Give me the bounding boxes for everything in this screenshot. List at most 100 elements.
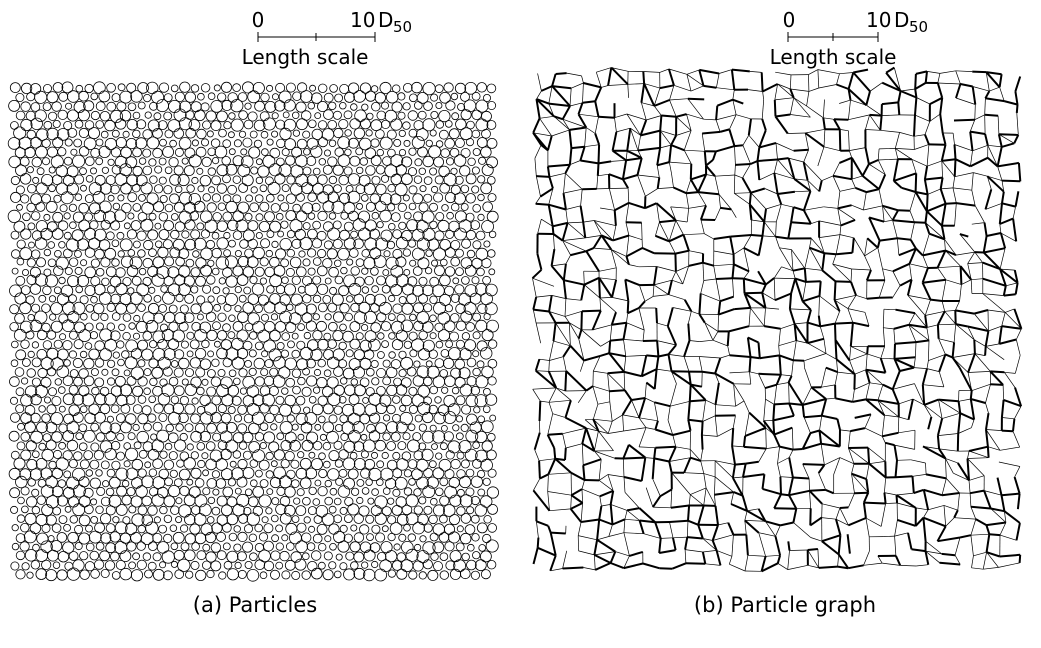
- particle: [21, 195, 29, 203]
- particle: [376, 533, 385, 542]
- graph-edge: [734, 175, 735, 193]
- particle: [398, 203, 406, 211]
- graph-edge: [970, 132, 985, 134]
- graph-edge: [793, 478, 809, 479]
- graph-edge: [851, 346, 867, 354]
- particle: [381, 120, 389, 128]
- particle: [24, 531, 36, 543]
- particle: [335, 424, 342, 431]
- particle: [149, 341, 156, 348]
- graph-edge: [624, 519, 625, 532]
- particle: [230, 461, 236, 467]
- graph-edge: [594, 555, 610, 563]
- graph-edge: [984, 491, 991, 509]
- graph-edge: [688, 420, 702, 422]
- particle: [308, 229, 318, 239]
- graph-edge: [803, 464, 825, 465]
- particle: [14, 329, 26, 341]
- particle: [191, 561, 199, 569]
- graph-edge: [581, 206, 584, 222]
- particle: [213, 489, 219, 495]
- graph-edge: [600, 298, 616, 312]
- particle: [118, 359, 125, 366]
- graph-edge: [1004, 372, 1015, 387]
- graph-edge: [985, 115, 998, 116]
- particle: [68, 276, 79, 287]
- particle: [317, 284, 327, 294]
- graph-edge: [897, 493, 914, 495]
- particle: [160, 195, 167, 202]
- graph-edge: [939, 339, 955, 343]
- particle: [124, 461, 130, 467]
- graph-edge: [1016, 283, 1018, 294]
- particle: [95, 378, 104, 387]
- graph-edge: [703, 263, 714, 266]
- particle: [122, 351, 130, 359]
- particle: [319, 469, 327, 477]
- particle: [22, 269, 28, 275]
- graph-edge: [734, 264, 749, 271]
- particle: [52, 229, 63, 240]
- particle: [32, 506, 40, 514]
- particle: [67, 422, 79, 434]
- particle: [489, 231, 496, 238]
- particle: [442, 205, 449, 212]
- graph-edge: [645, 296, 653, 301]
- graph-edge: [973, 173, 987, 177]
- particle: [211, 139, 220, 148]
- graph-edge: [930, 98, 942, 104]
- graph-edge: [706, 488, 715, 506]
- graph-edge: [553, 226, 554, 234]
- graph-edge: [745, 511, 747, 521]
- particle: [210, 450, 222, 462]
- particle: [218, 404, 226, 412]
- particle: [201, 139, 208, 146]
- graph-edge: [988, 326, 1001, 331]
- graph-edge: [837, 419, 840, 430]
- particle: [472, 534, 480, 542]
- particle: [479, 545, 486, 552]
- graph-edge: [883, 309, 884, 328]
- graph-edge: [863, 164, 869, 176]
- particle: [409, 479, 416, 486]
- particle: [292, 147, 302, 157]
- graph-edge: [556, 73, 567, 74]
- particle: [68, 91, 80, 103]
- graph-edge: [884, 309, 896, 310]
- graph-edge: [645, 203, 657, 208]
- graph-edge: [552, 249, 555, 266]
- particle: [467, 250, 475, 258]
- particle: [238, 256, 248, 266]
- particle: [393, 452, 400, 459]
- particle: [279, 91, 291, 103]
- graph-edge: [988, 145, 1002, 147]
- particle: [429, 146, 441, 158]
- graph-edge: [898, 210, 910, 211]
- graph-edge: [584, 278, 599, 285]
- graph-edge: [923, 280, 946, 283]
- graph-edge: [625, 280, 639, 286]
- particle: [341, 212, 348, 219]
- graph-edge: [776, 117, 788, 134]
- graph-edge: [925, 166, 927, 179]
- particle: [383, 377, 391, 385]
- particle: [349, 359, 360, 370]
- graph-edge: [733, 477, 743, 478]
- graph-edge: [630, 128, 638, 150]
- particle: [74, 139, 82, 147]
- particle: [279, 367, 290, 378]
- graph-edge: [883, 328, 884, 347]
- particle: [218, 203, 226, 211]
- particle: [441, 349, 449, 357]
- particle: [174, 203, 184, 213]
- particle: [86, 525, 93, 532]
- graph-edge: [689, 206, 706, 209]
- particle: [224, 561, 232, 569]
- particle: [44, 121, 52, 129]
- graph-edge: [581, 285, 584, 301]
- graph-edge: [743, 164, 751, 178]
- graph-edge: [582, 489, 583, 503]
- graph-edge: [540, 401, 549, 402]
- graph-edge: [822, 504, 840, 508]
- graph-edge: [599, 475, 608, 481]
